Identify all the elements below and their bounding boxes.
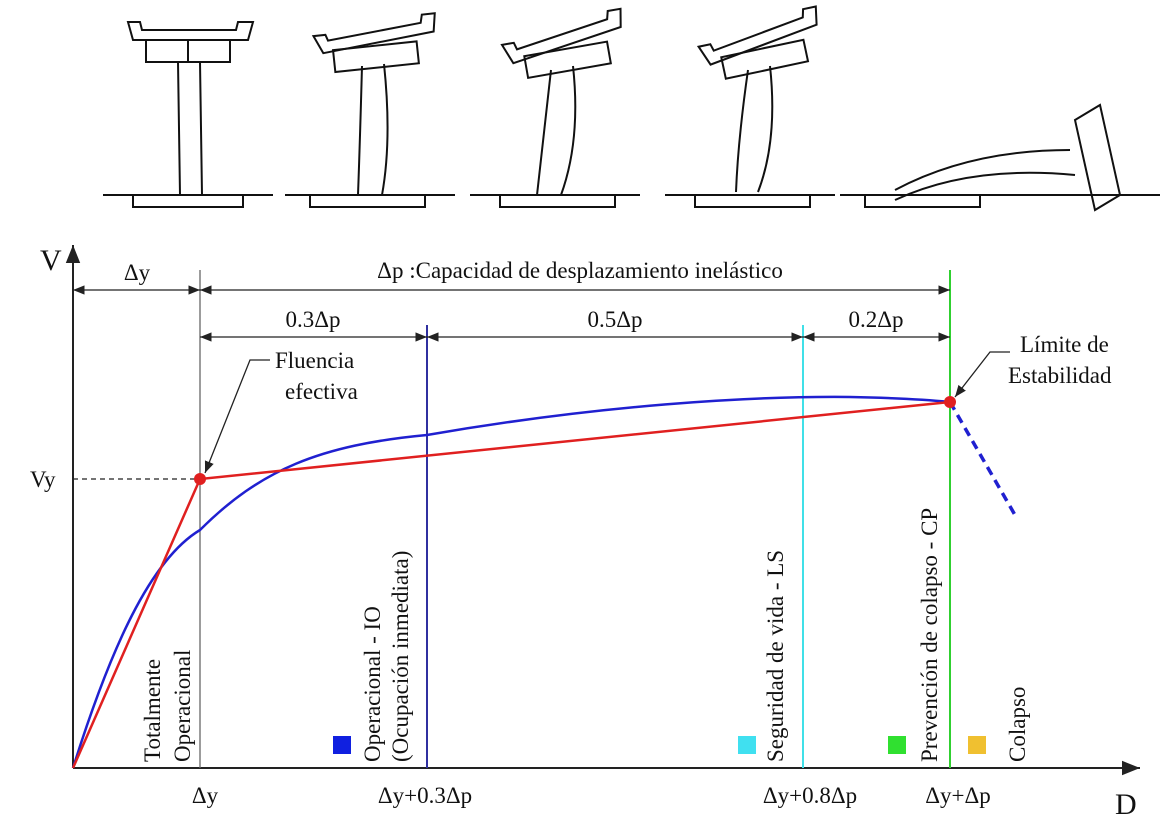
dim-label: 0.3Δp [285,307,340,332]
dim-label: Δp :Capacidad de desplazamiento inelásti… [377,258,783,283]
y-axis-label: V [40,244,62,277]
degradation-curve [950,402,1015,515]
level-label: Prevención de colapso - CP [917,508,942,762]
level-marker [738,736,756,754]
capacity-curve [73,397,950,768]
dim-label: 0.5Δp [587,307,642,332]
annotation: efectiva [285,379,358,404]
level-label: Seguridad de vida - LS [763,550,788,762]
level-label: (Ocupación inmediata) [388,551,413,762]
annotation: Fluencia [275,348,354,373]
level-marker [968,736,986,754]
diagram: V D Vy Δy Δp :Capacidad de desplazamient… [0,0,1162,823]
x-axis-label: D [1115,788,1137,821]
x-tick-label: Δy+0.3Δp [378,783,472,808]
yield-point [194,473,206,485]
dim-label: Δy [124,260,151,285]
yield-force-label: Vy [30,467,56,492]
x-tick-label: Δy+0.8Δp [763,783,857,808]
annotation: Límite de [1020,332,1109,357]
stability-point [944,396,956,408]
x-tick-label: Δy+Δp [925,783,991,808]
bilinear-curve [73,402,950,768]
x-tick-label: Δy [192,783,219,808]
pier-sketches [103,6,1160,210]
level-label: Operacional [170,650,195,762]
dimension-lines [73,290,950,337]
level-label: Totalmente [140,659,165,762]
annotation: Estabilidad [1008,363,1112,388]
level-label: Operacional - IO [360,606,385,762]
level-label: Colapso [1005,687,1030,762]
level-marker [333,736,351,754]
level-marker [888,736,906,754]
dim-label: 0.2Δp [848,307,903,332]
